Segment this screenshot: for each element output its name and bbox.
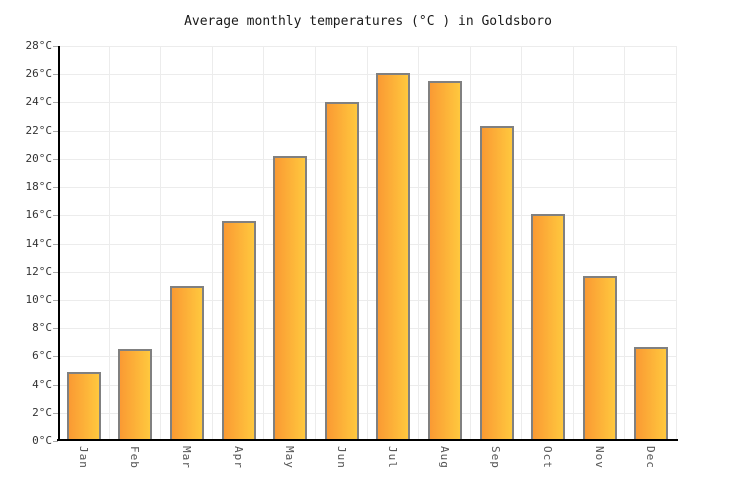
y-axis-tick (53, 441, 58, 442)
gridline-vertical (676, 46, 677, 441)
gridline-vertical (212, 46, 213, 441)
gridline-vertical (263, 46, 264, 441)
y-axis-label: 28°C (25, 39, 53, 52)
x-axis-label: Jan (77, 446, 90, 469)
y-axis-label: 20°C (25, 152, 53, 165)
bar-jul (376, 72, 411, 441)
x-axis-label: Mar (180, 446, 193, 469)
gridline-vertical (418, 46, 419, 441)
y-axis-label: 24°C (25, 95, 53, 108)
gridline-vertical (624, 46, 625, 441)
y-axis-label: 12°C (25, 265, 53, 278)
y-axis-label: 8°C (32, 321, 52, 334)
y-axis-label: 14°C (25, 237, 53, 250)
x-axis-label: Aug (438, 446, 451, 469)
gridline-vertical (160, 46, 161, 441)
y-axis-tick (53, 74, 58, 75)
bar-apr (221, 220, 256, 441)
x-axis-label: Jun (335, 446, 348, 469)
x-axis-label: Oct (541, 446, 554, 469)
gridline-vertical (573, 46, 574, 441)
y-axis-tick (53, 102, 58, 103)
y-axis-label: 18°C (25, 180, 53, 193)
y-axis-label: 10°C (25, 293, 53, 306)
y-axis-tick (53, 272, 58, 273)
gridline-vertical (367, 46, 368, 441)
y-axis-label: 26°C (25, 67, 53, 80)
y-axis-tick (53, 328, 58, 329)
y-axis-label: 0°C (32, 434, 52, 447)
y-axis-tick (53, 385, 58, 386)
bar-oct (531, 213, 565, 441)
y-axis-tick (53, 356, 58, 357)
gridline-vertical (315, 46, 316, 441)
x-axis-label: Jul (386, 446, 399, 469)
x-axis-label: Feb (128, 446, 141, 469)
bar-sep (479, 126, 514, 441)
bar-feb (118, 349, 153, 441)
y-axis-label: 6°C (32, 349, 52, 362)
y-axis-label: 4°C (32, 378, 52, 391)
x-axis-label: Dec (644, 446, 657, 469)
y-axis-label: 2°C (32, 406, 52, 419)
gridline-vertical (470, 46, 471, 441)
bar-aug (427, 81, 462, 441)
bar-jun (324, 102, 359, 441)
y-axis-tick (53, 244, 58, 245)
x-axis-label: Apr (232, 446, 245, 469)
gridline-vertical (109, 46, 110, 441)
y-axis-tick (53, 300, 58, 301)
y-axis-tick (53, 131, 58, 132)
bar-mar (170, 285, 204, 441)
x-axis-label: May (283, 446, 296, 469)
y-axis-tick (53, 215, 58, 216)
bar-may (273, 156, 308, 441)
y-axis-label: 16°C (25, 208, 53, 221)
y-axis-tick (53, 46, 58, 47)
bar-nov (582, 275, 617, 441)
x-axis-line (57, 439, 678, 441)
plot-area (57, 46, 678, 441)
bar-jan (66, 371, 101, 441)
bar-dec (634, 346, 669, 441)
y-axis-line (58, 46, 60, 441)
y-axis-label: 22°C (25, 124, 53, 137)
y-axis-tick (53, 187, 58, 188)
gridline-vertical (521, 46, 522, 441)
y-axis-tick (53, 413, 58, 414)
x-axis-label: Sep (489, 446, 502, 469)
y-axis-tick (53, 159, 58, 160)
chart-title: Average monthly temperatures (°C ) in Go… (184, 14, 552, 29)
x-axis-label: Nov (593, 446, 606, 469)
